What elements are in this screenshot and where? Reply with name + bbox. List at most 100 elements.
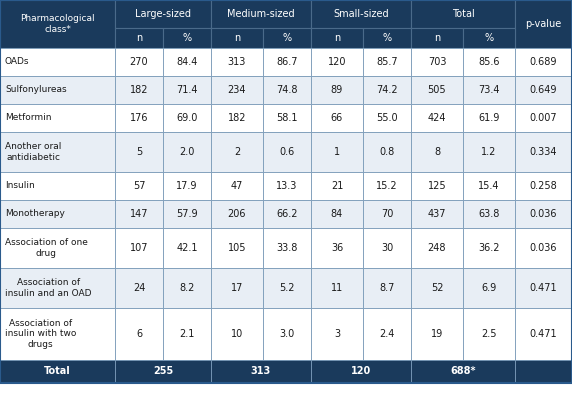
Bar <box>463 172 515 200</box>
Bar <box>311 360 411 383</box>
Bar <box>115 76 163 104</box>
Text: OADs: OADs <box>5 58 30 66</box>
Bar <box>263 132 311 172</box>
Text: 47: 47 <box>231 181 243 191</box>
Text: 74.8: 74.8 <box>276 85 298 95</box>
Bar <box>463 308 515 360</box>
Text: 85.6: 85.6 <box>478 57 500 67</box>
Text: n: n <box>334 33 340 43</box>
Text: 147: 147 <box>130 209 148 219</box>
Text: Medium-sized: Medium-sized <box>227 9 295 19</box>
Bar <box>115 48 163 76</box>
Bar <box>515 76 572 104</box>
Bar <box>311 172 363 200</box>
Text: 84: 84 <box>331 209 343 219</box>
Bar <box>363 268 411 308</box>
Text: 0.334: 0.334 <box>530 147 557 157</box>
Text: 17.9: 17.9 <box>176 181 198 191</box>
Bar <box>463 48 515 76</box>
Text: 2: 2 <box>234 147 240 157</box>
Bar <box>363 228 411 268</box>
Bar <box>0 200 115 228</box>
Bar <box>211 28 263 48</box>
Bar <box>311 0 411 28</box>
Text: n: n <box>234 33 240 43</box>
Text: 89: 89 <box>331 85 343 95</box>
Text: 1: 1 <box>334 147 340 157</box>
Text: 313: 313 <box>228 57 246 67</box>
Text: 8: 8 <box>434 147 440 157</box>
Bar <box>515 268 572 308</box>
Text: 57.9: 57.9 <box>176 209 198 219</box>
Text: 1.2: 1.2 <box>481 147 496 157</box>
Text: 0.036: 0.036 <box>530 243 557 253</box>
Text: 85.7: 85.7 <box>376 57 398 67</box>
Text: 105: 105 <box>228 243 247 253</box>
Text: p-value: p-value <box>525 19 562 29</box>
Bar <box>515 228 572 268</box>
Bar <box>363 172 411 200</box>
Bar <box>0 48 115 76</box>
Text: 2.1: 2.1 <box>179 329 194 339</box>
Bar <box>115 104 163 132</box>
Text: 73.4: 73.4 <box>478 85 500 95</box>
Text: 8.2: 8.2 <box>179 283 194 293</box>
Text: 182: 182 <box>130 85 148 95</box>
Bar <box>463 268 515 308</box>
Text: Sulfonylureas: Sulfonylureas <box>5 85 66 94</box>
Text: 74.2: 74.2 <box>376 85 398 95</box>
Bar <box>311 48 363 76</box>
Bar <box>411 28 463 48</box>
Bar <box>263 76 311 104</box>
Bar <box>115 0 211 28</box>
Bar <box>515 172 572 200</box>
Bar <box>311 28 363 48</box>
Text: 15.4: 15.4 <box>478 181 500 191</box>
Bar <box>211 228 263 268</box>
Text: 0.689: 0.689 <box>530 57 557 67</box>
Bar <box>163 172 211 200</box>
Bar <box>363 132 411 172</box>
Bar <box>0 172 115 200</box>
Bar <box>263 172 311 200</box>
Text: 42.1: 42.1 <box>176 243 198 253</box>
Text: 234: 234 <box>228 85 247 95</box>
Bar <box>515 360 572 383</box>
Text: Monotherapy: Monotherapy <box>5 210 65 218</box>
Bar <box>311 268 363 308</box>
Bar <box>211 132 263 172</box>
Bar <box>515 0 572 48</box>
Text: Total: Total <box>44 366 71 376</box>
Bar <box>311 308 363 360</box>
Bar <box>515 104 572 132</box>
Bar <box>463 28 515 48</box>
Bar <box>411 0 515 28</box>
Bar <box>0 360 115 383</box>
Bar <box>311 200 363 228</box>
Text: 19: 19 <box>431 329 443 339</box>
Bar <box>211 104 263 132</box>
Text: 71.4: 71.4 <box>176 85 198 95</box>
Bar <box>163 268 211 308</box>
Text: 3: 3 <box>334 329 340 339</box>
Bar <box>363 200 411 228</box>
Text: %: % <box>484 33 494 43</box>
Text: 36: 36 <box>331 243 343 253</box>
Text: Another oral
antidiabetic: Another oral antidiabetic <box>5 142 61 162</box>
Bar <box>211 48 263 76</box>
Text: 0.6: 0.6 <box>279 147 295 157</box>
Bar <box>363 48 411 76</box>
Bar <box>163 104 211 132</box>
Text: 6: 6 <box>136 329 142 339</box>
Bar <box>211 360 311 383</box>
Bar <box>211 76 263 104</box>
Text: 424: 424 <box>428 113 446 123</box>
Bar <box>411 104 463 132</box>
Text: Small-sized: Small-sized <box>333 9 389 19</box>
Text: 61.9: 61.9 <box>478 113 500 123</box>
Bar <box>411 308 463 360</box>
Bar <box>515 48 572 76</box>
Bar <box>115 172 163 200</box>
Bar <box>211 268 263 308</box>
Text: 125: 125 <box>428 181 446 191</box>
